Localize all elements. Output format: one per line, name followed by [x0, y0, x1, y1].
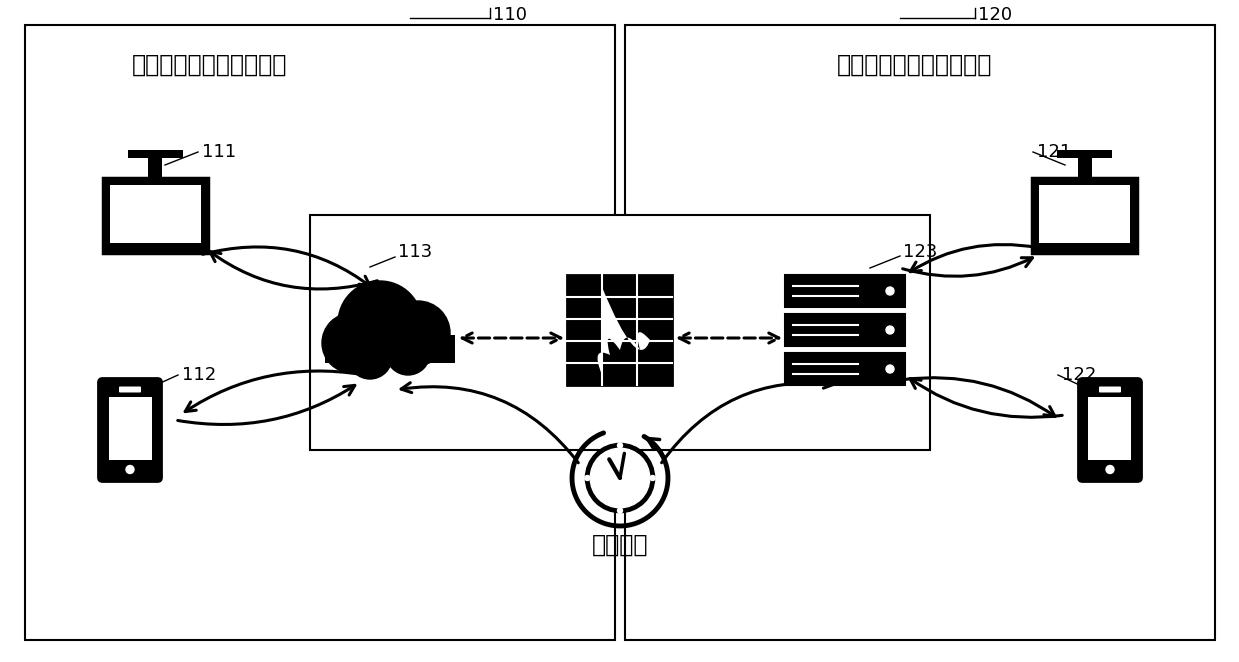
Text: 122: 122 — [1062, 366, 1097, 384]
Circle shape — [617, 508, 622, 513]
Text: 123: 123 — [903, 243, 938, 261]
Text: 同步机制: 同步机制 — [592, 533, 648, 557]
FancyBboxPatch shape — [103, 177, 207, 252]
Text: 面向内网用户的应用场景: 面向内网用户的应用场景 — [838, 53, 992, 77]
PathPatch shape — [597, 332, 650, 375]
Circle shape — [387, 331, 430, 375]
FancyArrowPatch shape — [401, 383, 579, 463]
FancyBboxPatch shape — [109, 397, 151, 459]
Bar — [624, 25, 1215, 640]
Circle shape — [886, 365, 895, 373]
Text: 110: 110 — [493, 6, 527, 24]
Circle shape — [590, 448, 649, 508]
Circle shape — [348, 335, 392, 379]
Circle shape — [322, 313, 382, 373]
Circle shape — [126, 465, 134, 473]
FancyBboxPatch shape — [109, 185, 201, 246]
FancyArrowPatch shape — [679, 333, 779, 343]
Circle shape — [586, 444, 654, 512]
Circle shape — [1106, 465, 1114, 473]
Bar — [786, 353, 904, 385]
FancyArrowPatch shape — [903, 378, 1054, 416]
FancyBboxPatch shape — [1032, 242, 1137, 252]
Circle shape — [585, 475, 590, 481]
FancyArrowPatch shape — [903, 258, 1032, 276]
FancyBboxPatch shape — [1089, 397, 1131, 459]
Circle shape — [617, 443, 622, 448]
Circle shape — [338, 281, 422, 365]
Text: 121: 121 — [1037, 143, 1072, 161]
FancyBboxPatch shape — [128, 150, 182, 158]
Circle shape — [650, 475, 655, 481]
FancyBboxPatch shape — [98, 379, 161, 481]
Bar — [567, 275, 673, 385]
Bar — [310, 215, 930, 450]
Circle shape — [387, 301, 450, 365]
FancyBboxPatch shape — [1099, 387, 1121, 393]
Bar — [786, 275, 904, 307]
FancyArrowPatch shape — [203, 247, 370, 286]
Bar — [786, 314, 904, 346]
FancyBboxPatch shape — [1078, 379, 1141, 481]
Text: 112: 112 — [182, 366, 217, 384]
Text: 111: 111 — [202, 143, 237, 161]
Text: 113: 113 — [398, 243, 432, 261]
Circle shape — [886, 287, 895, 295]
FancyBboxPatch shape — [1078, 158, 1092, 177]
Circle shape — [886, 326, 895, 334]
Bar — [25, 25, 615, 640]
FancyArrowPatch shape — [185, 371, 362, 412]
FancyBboxPatch shape — [1058, 150, 1113, 158]
FancyBboxPatch shape — [103, 242, 207, 252]
FancyBboxPatch shape — [119, 387, 141, 393]
FancyBboxPatch shape — [147, 158, 162, 177]
Text: 120: 120 — [978, 6, 1012, 24]
FancyArrowPatch shape — [911, 244, 1037, 271]
Text: 面向外网用户的应用场景: 面向外网用户的应用场景 — [133, 53, 287, 77]
FancyArrowPatch shape — [209, 252, 378, 289]
FancyArrowPatch shape — [462, 333, 561, 343]
FancyArrowPatch shape — [662, 378, 834, 463]
FancyBboxPatch shape — [1040, 185, 1130, 246]
FancyArrowPatch shape — [911, 379, 1062, 417]
FancyBboxPatch shape — [1032, 177, 1137, 252]
FancyArrowPatch shape — [177, 385, 354, 424]
Bar — [325, 335, 455, 363]
